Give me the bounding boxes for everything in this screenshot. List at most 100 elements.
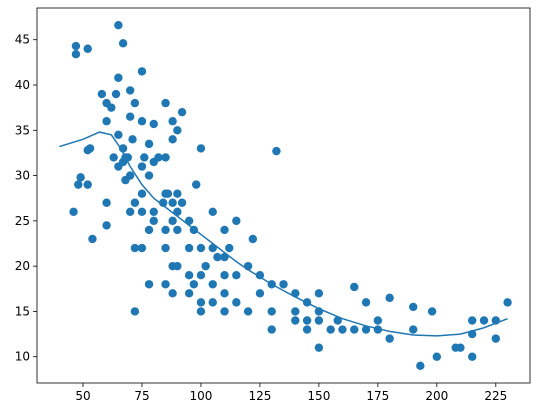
point — [361, 325, 371, 334]
point — [173, 261, 182, 271]
point — [385, 293, 394, 303]
point — [350, 282, 359, 292]
x-tick-label: 150 — [307, 389, 330, 403]
point — [114, 21, 123, 30]
point — [196, 144, 206, 153]
point — [220, 307, 229, 316]
y-tick-label: 15 — [15, 304, 30, 318]
point — [302, 325, 312, 334]
x-tick-label: 50 — [75, 389, 90, 403]
point — [333, 316, 342, 325]
point — [243, 307, 253, 316]
point — [213, 252, 222, 262]
point — [220, 289, 229, 298]
y-tick-label: 40 — [15, 78, 30, 92]
point — [161, 153, 170, 162]
point — [196, 298, 206, 307]
point — [107, 103, 116, 112]
x-tick-label: 225 — [484, 389, 507, 403]
point — [161, 243, 170, 253]
point — [291, 316, 300, 325]
point — [220, 271, 229, 280]
point — [208, 207, 217, 217]
point — [161, 225, 170, 235]
point — [314, 289, 324, 298]
point — [326, 325, 335, 334]
point — [272, 146, 281, 156]
point — [149, 119, 158, 129]
point — [177, 107, 187, 117]
point — [71, 49, 81, 59]
point — [158, 198, 168, 207]
point — [432, 352, 442, 361]
y-tick-label: 45 — [15, 33, 30, 47]
point — [279, 280, 288, 289]
y-tick-label: 30 — [15, 169, 30, 183]
y-tick-label: 35 — [15, 123, 30, 137]
point — [468, 352, 477, 361]
point — [302, 316, 312, 325]
point — [184, 289, 194, 298]
point — [149, 207, 158, 217]
point — [85, 144, 95, 153]
point — [385, 334, 394, 343]
point — [97, 89, 107, 99]
point — [168, 117, 177, 126]
point — [168, 198, 177, 207]
point — [491, 334, 500, 343]
point — [173, 126, 182, 135]
point — [125, 86, 135, 95]
point — [267, 307, 276, 316]
point — [196, 243, 206, 253]
point — [314, 316, 324, 325]
point — [248, 234, 258, 244]
point — [71, 41, 81, 51]
point — [118, 39, 128, 48]
point — [114, 130, 123, 140]
point — [144, 280, 154, 289]
point — [177, 198, 187, 207]
point — [69, 207, 78, 217]
point — [137, 207, 147, 217]
point — [208, 298, 217, 307]
point — [468, 316, 477, 325]
point — [114, 73, 123, 82]
point — [102, 198, 111, 207]
point — [427, 307, 437, 316]
point — [225, 243, 234, 253]
point — [409, 325, 418, 334]
point — [168, 216, 177, 226]
x-tick-label: 175 — [366, 389, 389, 403]
point — [163, 189, 173, 198]
point — [125, 112, 135, 121]
point — [88, 234, 97, 244]
point — [144, 139, 154, 149]
point — [137, 189, 147, 198]
point — [267, 325, 276, 334]
point — [102, 221, 111, 230]
point — [137, 162, 147, 171]
point — [255, 289, 265, 298]
point — [161, 280, 170, 289]
point — [184, 243, 194, 253]
point — [154, 153, 163, 162]
point — [144, 225, 154, 235]
point — [184, 271, 194, 280]
y-tick-label: 20 — [15, 259, 30, 273]
point — [456, 343, 465, 352]
y-tick-label: 10 — [15, 350, 30, 364]
point — [109, 153, 118, 162]
point — [125, 207, 135, 217]
point — [350, 325, 359, 334]
x-tick-label: 75 — [134, 389, 149, 403]
point — [361, 298, 371, 307]
point — [111, 89, 121, 99]
point — [173, 189, 182, 198]
point — [208, 280, 217, 289]
point — [409, 302, 418, 312]
point — [161, 98, 170, 108]
x-tick-label: 125 — [248, 389, 271, 403]
point — [291, 307, 300, 316]
